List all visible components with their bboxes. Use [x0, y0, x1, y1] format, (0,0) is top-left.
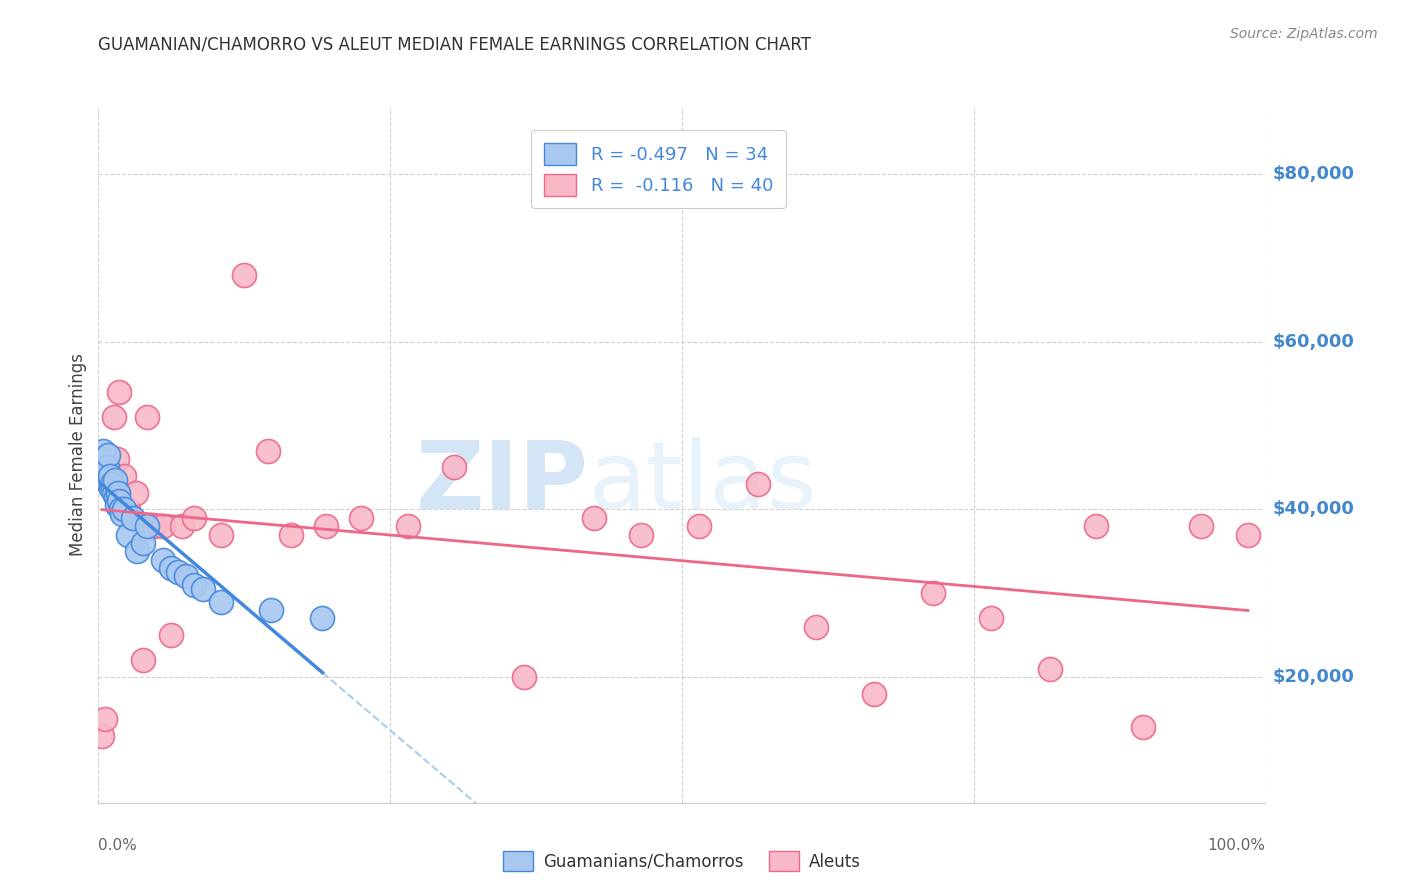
Point: [112, 468, 135, 483]
Point: [94, 712, 117, 726]
Point: [193, 582, 215, 596]
Point: [513, 670, 536, 684]
Point: [108, 494, 131, 508]
Point: [980, 611, 1002, 625]
Point: [747, 477, 769, 491]
Point: [804, 620, 827, 634]
Point: [688, 519, 710, 533]
Point: [108, 385, 131, 400]
Point: [97, 477, 120, 491]
Text: $40,000: $40,000: [1272, 500, 1354, 518]
Point: [120, 510, 142, 524]
Point: [921, 586, 943, 600]
Point: [1189, 519, 1212, 533]
Point: [233, 268, 256, 282]
Point: [96, 460, 118, 475]
Text: Source: ZipAtlas.com: Source: ZipAtlas.com: [1230, 27, 1378, 41]
Point: [97, 448, 120, 462]
Text: $20,000: $20,000: [1272, 668, 1354, 686]
Point: [111, 507, 134, 521]
Text: GUAMANIAN/CHAMORRO VS ALEUT MEDIAN FEMALE EARNINGS CORRELATION CHART: GUAMANIAN/CHAMORRO VS ALEUT MEDIAN FEMAL…: [98, 36, 811, 54]
Point: [90, 452, 112, 467]
Point: [1132, 720, 1154, 734]
Point: [1237, 527, 1260, 541]
Text: $60,000: $60,000: [1272, 333, 1354, 351]
Point: [159, 561, 181, 575]
Point: [101, 477, 124, 491]
Point: [159, 628, 181, 642]
Point: [94, 473, 117, 487]
Point: [136, 519, 159, 533]
Point: [863, 687, 886, 701]
Point: [143, 519, 166, 533]
Point: [311, 611, 333, 625]
Point: [103, 410, 125, 425]
Point: [100, 482, 122, 496]
Point: [117, 502, 139, 516]
Y-axis label: Median Female Earnings: Median Female Earnings: [69, 353, 87, 557]
Point: [90, 729, 112, 743]
Point: [396, 519, 419, 533]
Point: [104, 490, 127, 504]
Point: [209, 594, 232, 608]
Point: [90, 468, 112, 483]
Point: [315, 519, 337, 533]
Point: [350, 510, 373, 524]
Point: [105, 452, 128, 467]
Text: 100.0%: 100.0%: [1208, 838, 1265, 853]
Point: [103, 485, 125, 500]
Point: [105, 498, 128, 512]
Point: [136, 410, 159, 425]
Point: [104, 473, 127, 487]
Point: [630, 527, 652, 541]
Point: [97, 468, 120, 483]
Point: [209, 527, 232, 541]
Point: [174, 569, 197, 583]
Point: [132, 653, 155, 667]
Point: [166, 566, 188, 580]
Point: [98, 468, 121, 483]
Point: [125, 485, 148, 500]
Text: 0.0%: 0.0%: [98, 838, 138, 853]
Point: [260, 603, 283, 617]
Legend: Guamanians/Chamorros, Aleuts: Guamanians/Chamorros, Aleuts: [496, 845, 868, 878]
Point: [183, 578, 205, 592]
Point: [132, 536, 155, 550]
Point: [107, 485, 129, 500]
Point: [583, 510, 606, 524]
Point: [152, 519, 174, 533]
Point: [93, 465, 115, 479]
Point: [91, 443, 114, 458]
Point: [122, 510, 145, 524]
Point: [443, 460, 465, 475]
Text: $80,000: $80,000: [1272, 165, 1354, 183]
Point: [183, 510, 205, 524]
Point: [125, 544, 148, 558]
Point: [110, 502, 132, 516]
Point: [1085, 519, 1108, 533]
Point: [152, 552, 174, 566]
Text: ZIP: ZIP: [416, 437, 589, 529]
Point: [98, 477, 121, 491]
Point: [117, 527, 139, 541]
Point: [112, 502, 135, 516]
Point: [1038, 662, 1060, 676]
Text: atlas: atlas: [589, 437, 817, 529]
Point: [256, 443, 278, 458]
Point: [172, 519, 194, 533]
Point: [280, 527, 302, 541]
